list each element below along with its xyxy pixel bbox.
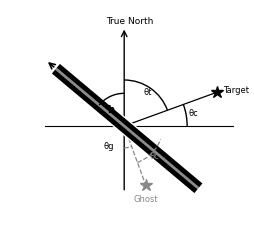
Text: θt: θt [143,88,152,97]
Text: h: h [107,105,114,115]
Text: θc: θc [149,152,159,161]
Text: Towed Array: Towed Array [143,144,185,181]
Text: θc: θc [189,109,199,118]
Text: True North: True North [107,17,154,25]
Text: θg: θg [103,142,114,151]
Text: Target: Target [224,86,249,95]
Text: Ghost: Ghost [133,195,158,204]
